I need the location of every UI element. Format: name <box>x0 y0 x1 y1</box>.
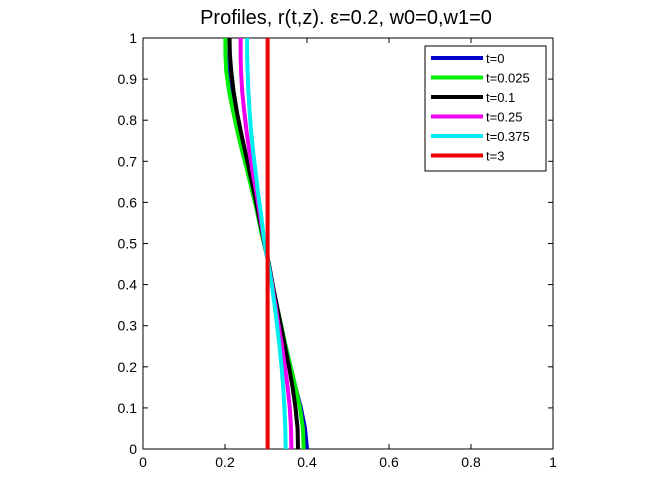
legend-label: t=0 <box>486 51 504 66</box>
y-tick-label: 0 <box>129 441 137 457</box>
y-tick-label: 0.3 <box>118 318 138 334</box>
y-tick-label: 0.8 <box>118 112 138 128</box>
y-tick-label: 0.4 <box>118 277 138 293</box>
series-line-t-0-375 <box>245 38 288 450</box>
chart-title: Profiles, r(t,z). ε=0.2, w0=0,w1=0 <box>200 7 492 29</box>
x-tick-label: 0 <box>139 454 147 470</box>
y-tick-label: 0.2 <box>118 359 138 375</box>
legend-label: t=0.025 <box>486 71 530 86</box>
x-tick-label: 0.2 <box>215 454 235 470</box>
x-tick-label: 0.8 <box>461 454 481 470</box>
x-tick-label: 1 <box>549 454 557 470</box>
y-tick-label: 0.7 <box>118 153 138 169</box>
series-lines <box>223 37 309 450</box>
x-tick-label: 0.4 <box>297 454 317 470</box>
y-tick-label: 0.9 <box>118 71 138 87</box>
y-tick-label: 1 <box>129 30 137 46</box>
x-tick-label: 0.6 <box>379 454 399 470</box>
legend-label: t=0.1 <box>486 90 515 105</box>
legend-label: t=0.375 <box>486 129 530 144</box>
axis-ticks: 0 0.2 0.4 0.6 0.8 1 0 0.1 0.2 0.3 0.4 0.5 0.6 0.7 0.8 0… <box>118 30 558 470</box>
y-tick-label: 0.1 <box>118 400 138 416</box>
y-tick-label: 0.5 <box>118 236 138 252</box>
legend-label: t=3 <box>486 149 504 164</box>
legend: t=0 t=0.025 t=0.1 t=0.25 t=0.375 t=3 <box>424 45 547 172</box>
legend-label: t=0.25 <box>486 110 523 125</box>
legend-box <box>424 45 547 172</box>
y-tick-label: 0.6 <box>118 194 138 210</box>
